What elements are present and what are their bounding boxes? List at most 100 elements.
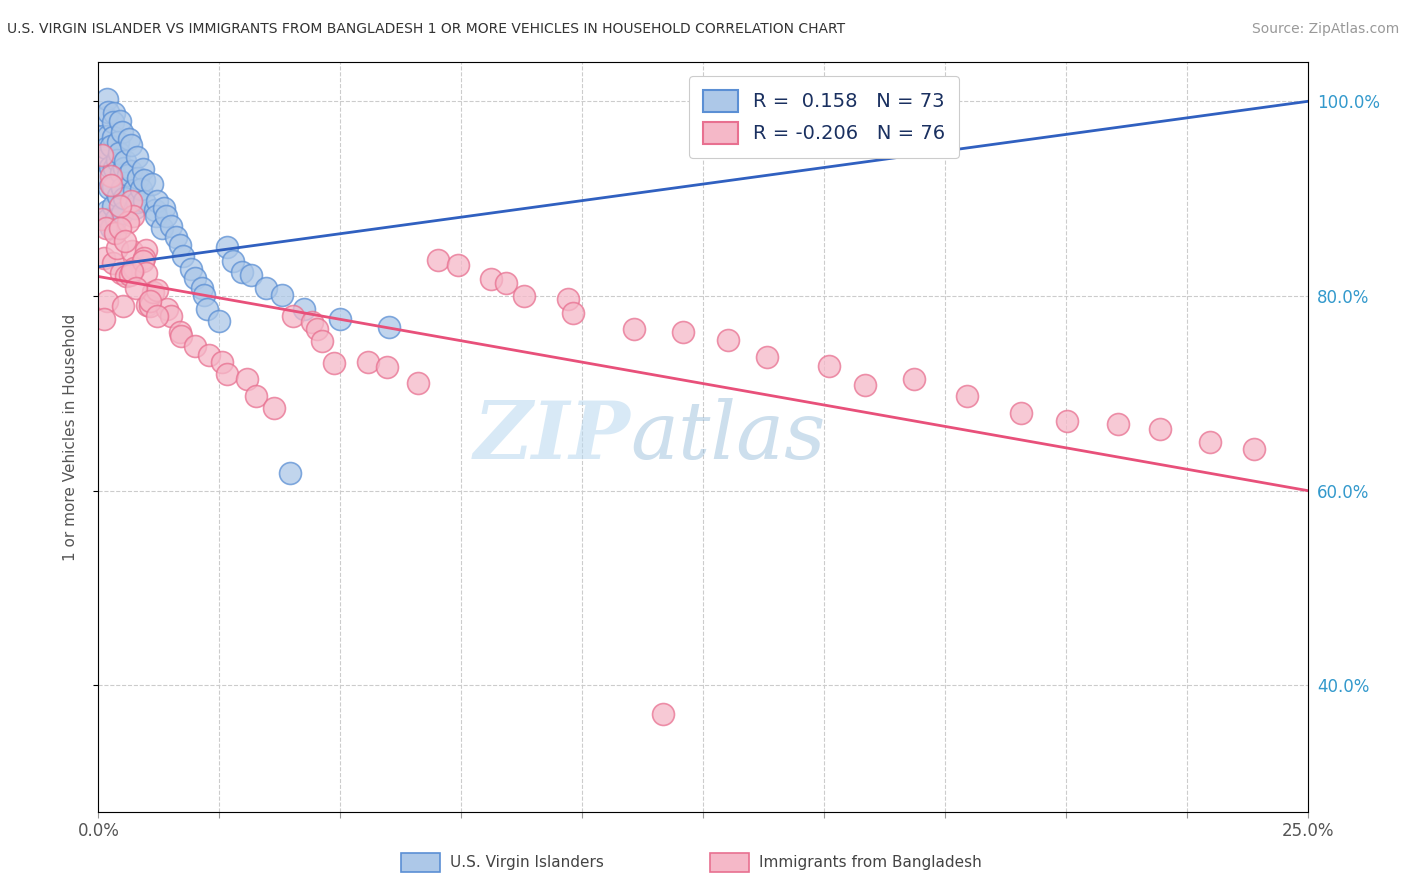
- Point: [121, 244, 143, 259]
- Point: [114, 234, 136, 248]
- Point: [215, 240, 238, 254]
- Point: [97, 180, 120, 194]
- Point: [134, 251, 156, 265]
- Point: [495, 276, 517, 290]
- Point: [103, 161, 125, 175]
- Point: [94, 220, 117, 235]
- Point: [107, 189, 129, 203]
- Point: [283, 309, 305, 323]
- Point: [125, 281, 148, 295]
- Point: [1243, 442, 1265, 457]
- Point: [104, 212, 127, 227]
- Point: [160, 219, 183, 234]
- Point: [124, 201, 146, 215]
- Point: [94, 110, 117, 124]
- Point: [146, 283, 169, 297]
- Text: U.S. VIRGIN ISLANDER VS IMMIGRANTS FROM BANGLADESH 1 OR MORE VEHICLES IN HOUSEHO: U.S. VIRGIN ISLANDER VS IMMIGRANTS FROM …: [7, 22, 845, 37]
- Point: [329, 312, 352, 326]
- Point: [120, 194, 142, 209]
- Point: [93, 312, 115, 326]
- Text: atlas: atlas: [630, 399, 825, 475]
- Point: [125, 195, 148, 210]
- Point: [100, 169, 122, 183]
- Point: [377, 359, 399, 374]
- Point: [254, 281, 277, 295]
- Text: Source: ZipAtlas.com: Source: ZipAtlas.com: [1251, 22, 1399, 37]
- Point: [1107, 417, 1129, 431]
- Point: [717, 333, 740, 347]
- Point: [672, 325, 695, 339]
- Point: [623, 321, 645, 335]
- Point: [305, 322, 328, 336]
- Point: [231, 265, 253, 279]
- Point: [129, 182, 152, 196]
- Point: [322, 356, 344, 370]
- Point: [105, 153, 128, 167]
- Point: [122, 261, 145, 276]
- Point: [97, 211, 120, 226]
- Point: [118, 268, 141, 282]
- Point: [169, 325, 191, 339]
- Point: [98, 160, 121, 174]
- Point: [134, 194, 156, 208]
- Point: [125, 150, 148, 164]
- Point: [240, 268, 263, 283]
- Point: [245, 388, 267, 402]
- Point: [446, 258, 468, 272]
- Point: [114, 191, 136, 205]
- Point: [278, 466, 301, 480]
- Point: [138, 299, 160, 313]
- Point: [120, 163, 142, 178]
- Point: [110, 266, 132, 280]
- Point: [169, 237, 191, 252]
- Point: [155, 209, 177, 223]
- Point: [124, 183, 146, 197]
- Point: [103, 105, 125, 120]
- Y-axis label: 1 or more Vehicles in Household: 1 or more Vehicles in Household: [63, 313, 77, 561]
- Point: [118, 132, 141, 146]
- Point: [90, 212, 112, 227]
- Point: [101, 256, 124, 270]
- Point: [427, 252, 450, 267]
- Point: [270, 287, 292, 301]
- Point: [956, 389, 979, 403]
- Point: [195, 301, 218, 316]
- Point: [183, 339, 205, 353]
- Point: [292, 301, 315, 316]
- Point: [132, 161, 155, 176]
- Point: [132, 253, 155, 268]
- Point: [135, 266, 157, 280]
- Point: [111, 125, 134, 139]
- Point: [96, 293, 118, 308]
- Point: [115, 268, 138, 283]
- Point: [170, 328, 193, 343]
- Point: [263, 401, 285, 415]
- Point: [301, 315, 323, 329]
- Point: [145, 209, 167, 223]
- Point: [150, 221, 173, 235]
- Point: [112, 161, 135, 176]
- Point: [165, 229, 187, 244]
- Point: [111, 181, 134, 195]
- Point: [408, 376, 430, 391]
- Point: [104, 226, 127, 240]
- Point: [91, 128, 114, 143]
- Point: [110, 205, 132, 219]
- Point: [1149, 421, 1171, 435]
- Point: [311, 334, 333, 348]
- Point: [172, 249, 194, 263]
- Point: [135, 243, 157, 257]
- Text: Immigrants from Bangladesh: Immigrants from Bangladesh: [759, 855, 981, 870]
- Point: [90, 148, 112, 162]
- Point: [357, 355, 380, 369]
- Point: [103, 199, 125, 213]
- Point: [94, 141, 117, 155]
- Point: [652, 707, 675, 722]
- Point: [101, 114, 124, 128]
- Point: [153, 201, 176, 215]
- Point: [108, 199, 131, 213]
- Point: [208, 314, 231, 328]
- Point: [121, 264, 143, 278]
- Point: [97, 128, 120, 143]
- Point: [107, 135, 129, 149]
